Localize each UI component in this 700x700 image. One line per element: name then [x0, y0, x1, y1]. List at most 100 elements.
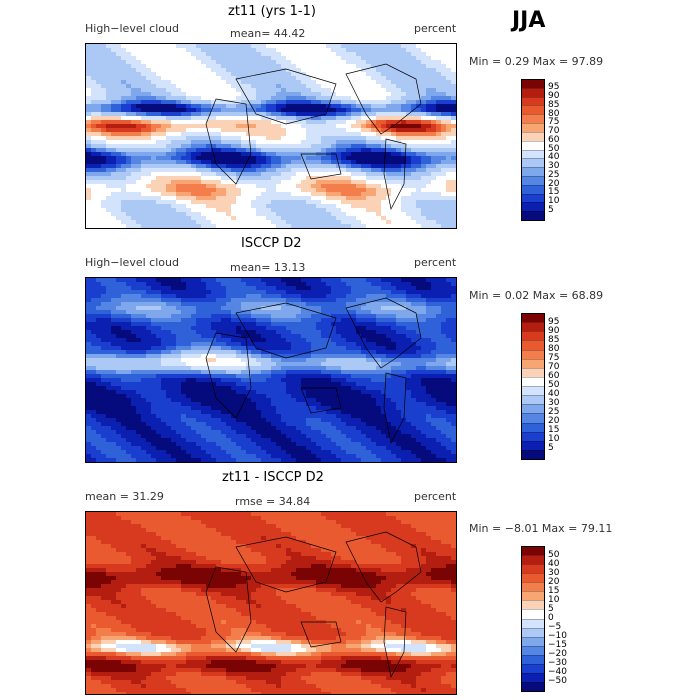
- colorbar-swatch: [522, 582, 544, 592]
- colorbar-swatch: [522, 600, 544, 610]
- colorbar-swatch: [522, 96, 544, 106]
- colorbar-swatch: [522, 663, 544, 673]
- colorbar-tick-label: 50: [548, 143, 560, 154]
- colorbar-swatch: [522, 564, 544, 574]
- colorbar-swatch: [522, 449, 544, 459]
- colorbar-tick-label: 90: [548, 91, 560, 101]
- colorbar-tick-label: −50: [548, 675, 567, 686]
- colorbar-tick-label: −20: [548, 648, 567, 659]
- colorbar-tick-label: 25: [548, 407, 560, 418]
- colorbar-swatch: [522, 131, 544, 141]
- colorbar-swatch: [522, 149, 544, 159]
- colorbar-tick-label: 15: [548, 425, 560, 436]
- colorbar-swatch: [522, 184, 544, 194]
- season-label: JJA: [512, 8, 546, 33]
- colorbar-swatch: [522, 431, 544, 441]
- colorbar-swatch: [522, 395, 544, 405]
- colorbar-tick-label: 95: [548, 316, 560, 327]
- colorbar-swatch: [522, 123, 544, 132]
- panel-3-minmax: Min = −8.01 Max = 79.11: [469, 522, 613, 535]
- panel-2-field: [86, 278, 456, 462]
- panel-3-units-label: percent: [414, 490, 457, 503]
- colorbar-tick-label: 40: [548, 152, 560, 163]
- panel-3-field: [86, 512, 456, 694]
- colorbar-swatch: [522, 193, 544, 203]
- colorbar-tick-label: 50: [548, 549, 560, 560]
- panel-2-minmax: Min = 0.02 Max = 68.89: [469, 289, 604, 302]
- colorbar-swatch: [522, 654, 544, 664]
- colorbar-swatch: [522, 672, 544, 682]
- colorbar-tick-label: 60: [548, 134, 560, 145]
- panel-1-field: [86, 44, 456, 228]
- panel-2-colorbar: [521, 313, 545, 460]
- colorbar-swatch: [522, 80, 544, 88]
- colorbar-tick-label: −30: [548, 657, 567, 668]
- colorbar-swatch: [522, 422, 544, 432]
- colorbar-tick-label: 0: [548, 612, 554, 623]
- panel-2-mean-label: mean= 13.13: [230, 261, 306, 274]
- colorbar-tick-label: 40: [548, 558, 560, 569]
- colorbar-tick-label: 20: [548, 178, 560, 189]
- colorbar-swatch: [522, 681, 544, 691]
- colorbar-tick-label: 5: [548, 204, 554, 215]
- colorbar-tick-label: 80: [548, 343, 560, 354]
- colorbar-tick-label: 30: [548, 398, 560, 409]
- colorbar-tick-label: −15: [548, 639, 567, 650]
- panel-3-map: [85, 511, 457, 695]
- colorbar-swatch: [522, 367, 544, 377]
- colorbar-tick-label: 95: [548, 82, 560, 93]
- panel-1-units-label: percent: [414, 22, 457, 35]
- colorbar-swatch: [522, 202, 544, 212]
- colorbar-swatch: [522, 609, 544, 619]
- panel-3-colorbar: [521, 546, 545, 692]
- colorbar-swatch: [522, 413, 544, 423]
- colorbar-tick-label: 10: [548, 196, 560, 206]
- colorbar-swatch: [522, 167, 544, 176]
- panel-1-mean-label: mean= 44.42: [230, 27, 306, 40]
- colorbar-tick-label: −40: [548, 666, 567, 677]
- colorbar-swatch: [522, 618, 544, 628]
- colorbar-tick-label: −10: [548, 630, 567, 641]
- panel-1-colorbar: [521, 79, 545, 221]
- panel-1-variable-label: High−level cloud: [85, 22, 179, 35]
- colorbar-tick-label: 10: [548, 594, 560, 605]
- colorbar-swatch: [522, 175, 544, 185]
- colorbar-tick-label: 15: [548, 187, 560, 198]
- colorbar-tick-label: 30: [548, 567, 560, 578]
- colorbar-swatch: [522, 636, 544, 646]
- panel-3-rmse-label: rmse = 34.84: [235, 495, 311, 508]
- panel-1-title: zt11 (yrs 1-1): [228, 4, 316, 19]
- panel-3-mean-label: mean = 31.29: [85, 490, 164, 503]
- colorbar-tick-label: 15: [548, 585, 560, 596]
- colorbar-tick-label: 20: [548, 416, 560, 427]
- panel-1-map: [85, 43, 457, 229]
- colorbar-swatch: [522, 314, 544, 323]
- colorbar-swatch: [522, 87, 544, 97]
- colorbar-swatch: [522, 331, 544, 341]
- colorbar-swatch: [522, 105, 544, 115]
- panel-1-minmax: Min = 0.29 Max = 97.89: [469, 55, 604, 68]
- colorbar-swatch: [522, 349, 544, 359]
- panel-2-map: [85, 277, 457, 463]
- colorbar-tick-label: 90: [548, 325, 560, 336]
- colorbar-tick-label: 5: [548, 443, 554, 454]
- colorbar-swatch: [522, 547, 544, 556]
- panel-3-colorbar-ticks: 50 40 30 20 15 10 5 0 −5 −10 −15 −20 −30 −40 −50: [548, 546, 578, 690]
- colorbar-tick-label: 50: [548, 380, 560, 390]
- colorbar-swatch: [522, 322, 544, 332]
- colorbar-swatch: [522, 358, 544, 368]
- colorbar-swatch: [522, 340, 544, 350]
- colorbar-tick-label: 85: [548, 99, 560, 110]
- colorbar-tick-label: 60: [548, 370, 560, 381]
- colorbar-tick-label: 10: [548, 434, 560, 445]
- colorbar-swatch: [522, 573, 544, 583]
- colorbar-swatch: [522, 376, 544, 386]
- panel-2-colorbar-ticks: 95 90 85 80 75 70 60 50 40 30 25 20 15 10 5: [548, 313, 578, 458]
- colorbar-tick-label: 85: [548, 334, 560, 345]
- colorbar-swatch: [522, 404, 544, 414]
- colorbar-swatch: [522, 555, 544, 565]
- colorbar-swatch: [522, 158, 544, 168]
- colorbar-swatch: [522, 627, 544, 637]
- colorbar-tick-label: 40: [548, 389, 560, 400]
- panel-1-colorbar-ticks: 95 90 85 80 75 70 60 50 40 30 25 20 15 10 5: [548, 79, 578, 219]
